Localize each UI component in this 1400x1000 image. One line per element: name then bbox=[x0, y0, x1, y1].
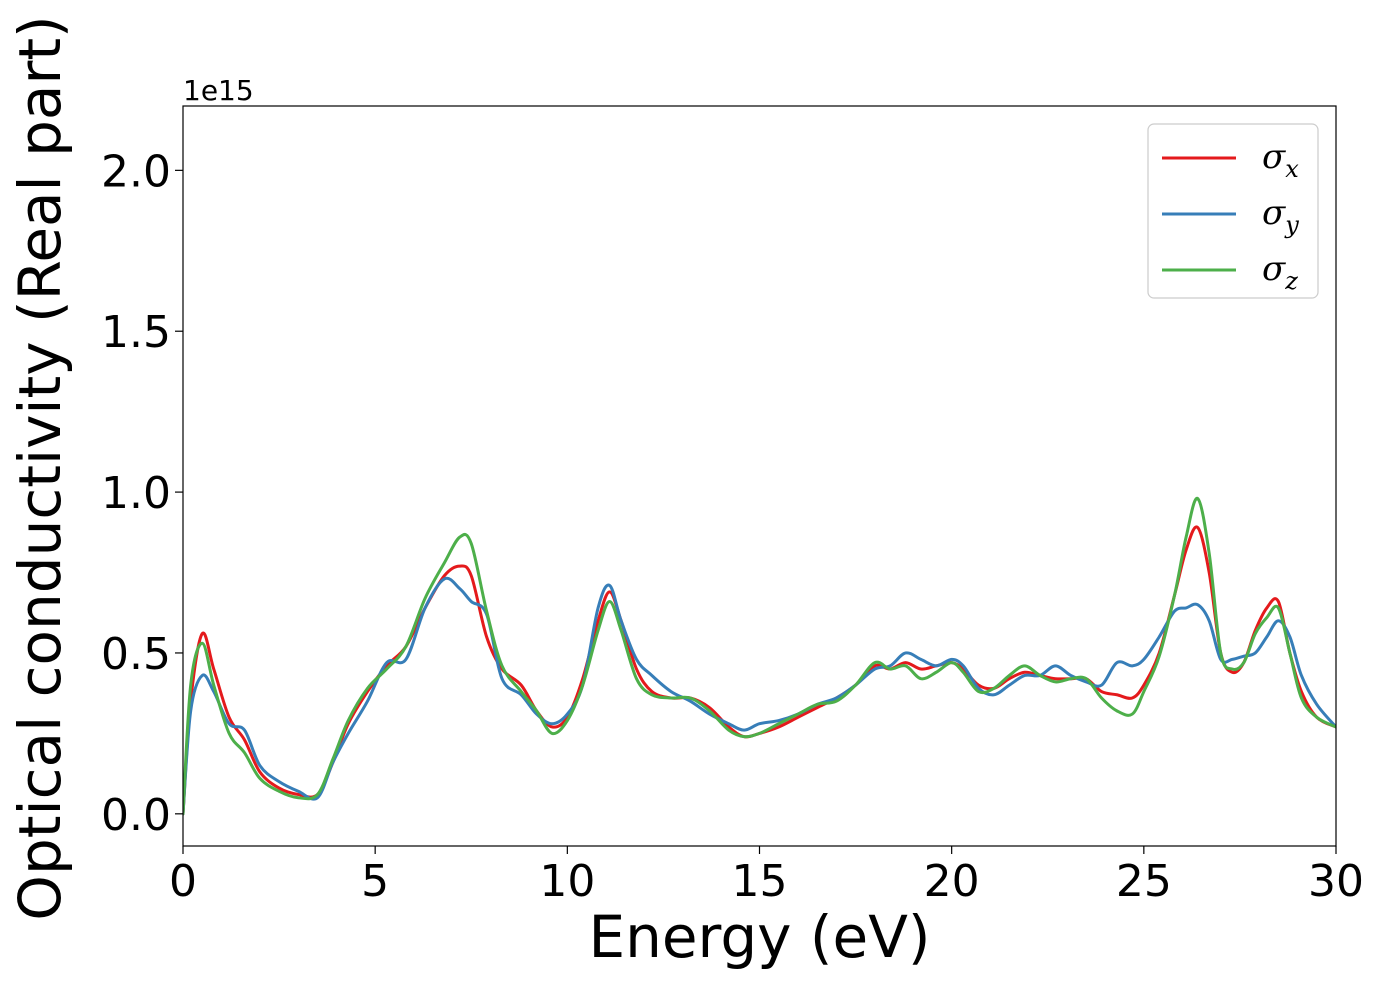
legend: σx σy σz bbox=[1147, 123, 1319, 299]
series-line-x bbox=[183, 525, 1336, 816]
legend-label-z: σz bbox=[1262, 249, 1298, 295]
y-tick-label: 1.5 bbox=[101, 307, 171, 358]
x-tick-label: 20 bbox=[924, 856, 980, 907]
series-line-z bbox=[183, 497, 1336, 816]
x-tick-label: 5 bbox=[361, 856, 389, 907]
series-line-y bbox=[183, 576, 1336, 816]
legend-label-y: σy bbox=[1262, 193, 1299, 239]
x-axis-title: Energy (eV) bbox=[588, 903, 930, 971]
y-axis: 0.0 0.5 1.0 1.5 2.0 bbox=[101, 146, 183, 841]
y-tick-label: 1.0 bbox=[101, 468, 171, 519]
x-tick-label: 0 bbox=[169, 856, 197, 907]
y-axis-title: Optical conductivity (Real part) bbox=[6, 15, 74, 920]
legend-box bbox=[1147, 123, 1319, 299]
y-tick-label: 2.0 bbox=[101, 146, 171, 197]
y-tick-label: 0.5 bbox=[101, 629, 171, 680]
y-offset-label: 1e15 bbox=[183, 74, 254, 107]
legend-label-x: σx bbox=[1262, 137, 1299, 183]
x-tick-label: 25 bbox=[1116, 856, 1172, 907]
series-layer bbox=[183, 497, 1336, 816]
x-tick-label: 10 bbox=[539, 856, 595, 907]
y-tick-label: 0.0 bbox=[101, 790, 171, 841]
x-axis: 0 5 10 15 20 25 30 bbox=[169, 846, 1364, 907]
x-tick-label: 30 bbox=[1308, 856, 1364, 907]
x-tick-label: 15 bbox=[732, 856, 788, 907]
